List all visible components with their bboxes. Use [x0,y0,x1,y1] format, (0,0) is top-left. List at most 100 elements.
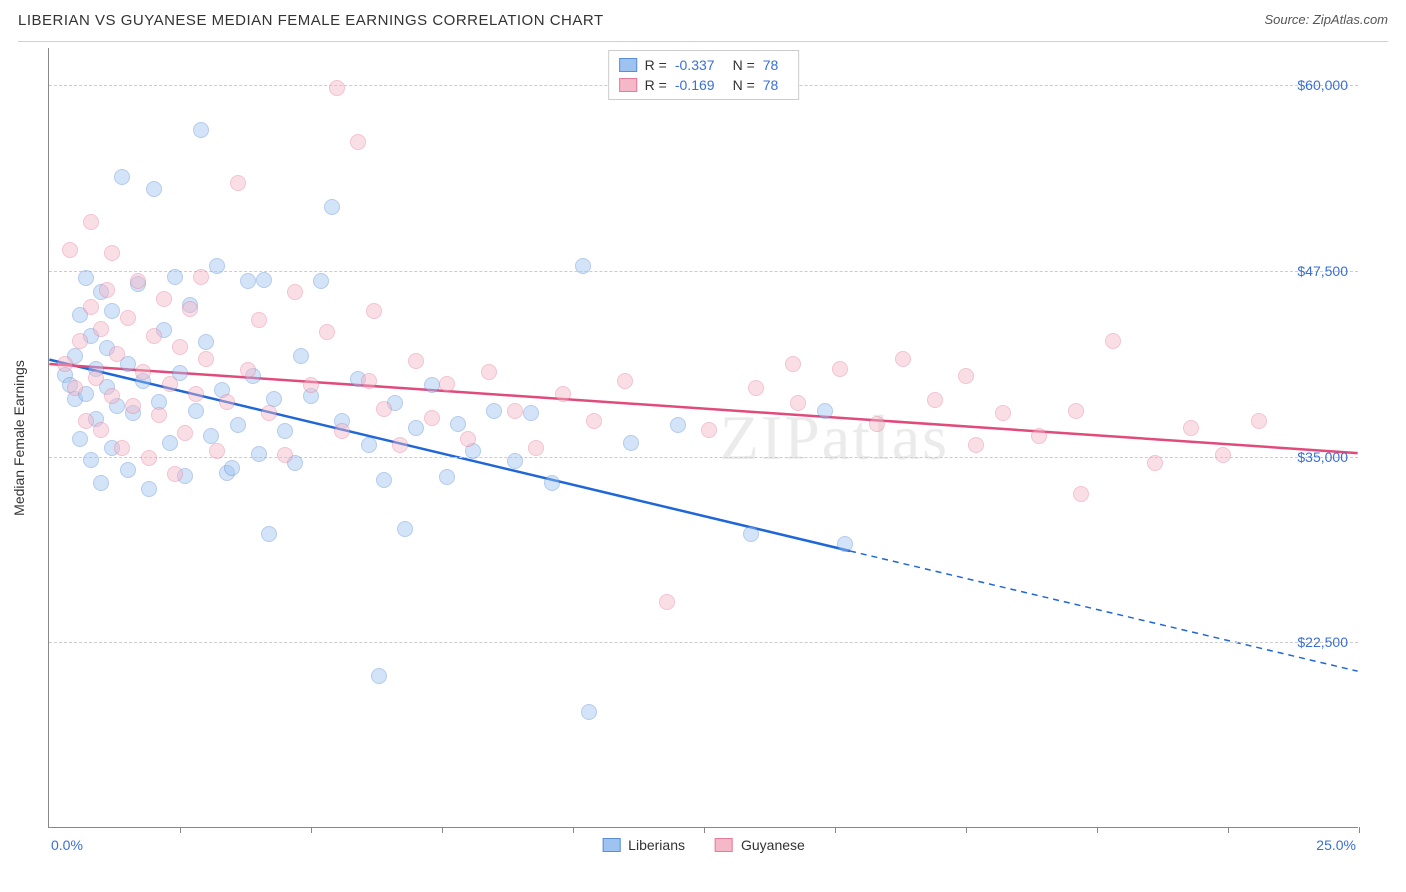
trend-lines [49,48,1358,827]
scatter-point [120,462,136,478]
scatter-point [1215,447,1231,463]
scatter-point [177,425,193,441]
scatter-point [83,452,99,468]
legend-swatch [619,58,637,72]
scatter-point [198,334,214,350]
scatter-point [188,386,204,402]
chart-title: LIBERIAN VS GUYANESE MEDIAN FEMALE EARNI… [18,12,604,29]
scatter-point [83,214,99,230]
scatter-point [104,388,120,404]
scatter-point [256,272,272,288]
scatter-point [57,356,73,372]
ytick-label: $35,000 [1297,449,1348,465]
scatter-point [167,466,183,482]
scatter-point [785,356,801,372]
scatter-point [408,420,424,436]
scatter-point [125,398,141,414]
scatter-point [376,401,392,417]
scatter-point [790,395,806,411]
scatter-point [927,392,943,408]
scatter-point [361,437,377,453]
scatter-point [544,475,560,491]
stats-row: R =-0.337N =78 [619,55,789,75]
scatter-point [832,361,848,377]
scatter-point [99,282,115,298]
watermark: ZIPatlas [720,401,949,475]
scatter-point [251,312,267,328]
scatter-point [1183,420,1199,436]
scatter-point [72,431,88,447]
scatter-point [1105,333,1121,349]
scatter-point [172,339,188,355]
xtick [835,827,836,833]
scatter-point [523,405,539,421]
scatter-point [837,536,853,552]
scatter-point [277,423,293,439]
xtick [442,827,443,833]
series-name: Liberians [628,837,685,853]
scatter-point [1073,486,1089,502]
scatter-point [240,362,256,378]
xtick [573,827,574,833]
scatter-point [209,258,225,274]
scatter-point [88,370,104,386]
legend-swatch [602,838,620,852]
n-value: 78 [763,77,779,93]
scatter-point [1147,455,1163,471]
scatter-point [748,380,764,396]
scatter-point [958,368,974,384]
scatter-point [135,364,151,380]
scatter-point [366,303,382,319]
scatter-point [146,181,162,197]
stats-row: R =-0.169N =78 [619,75,789,95]
n-label: N = [733,77,755,93]
scatter-point [460,431,476,447]
source-label: Source: ZipAtlas.com [1264,12,1388,27]
scatter-point [277,447,293,463]
stats-legend: R =-0.337N =78R =-0.169N =78 [608,50,800,100]
series-legend-item: Guyanese [715,837,805,853]
scatter-point [146,328,162,344]
xtick [311,827,312,833]
scatter-point [193,269,209,285]
ytick-label: $22,500 [1297,634,1348,650]
n-label: N = [733,57,755,73]
scatter-point [869,416,885,432]
scatter-point [701,422,717,438]
gridline [49,457,1358,458]
scatter-point [450,416,466,432]
scatter-point [109,346,125,362]
scatter-point [130,273,146,289]
scatter-point [528,440,544,456]
scatter-point [424,377,440,393]
scatter-point [581,704,597,720]
scatter-point [78,270,94,286]
scatter-point [623,435,639,451]
xtick [1097,827,1098,833]
scatter-point [376,472,392,488]
scatter-point [968,437,984,453]
scatter-point [209,443,225,459]
scatter-point [1031,428,1047,444]
scatter-point [188,403,204,419]
scatter-point [575,258,591,274]
scatter-point [392,437,408,453]
scatter-point [67,380,83,396]
scatter-point [219,394,235,410]
series-legend-item: Liberians [602,837,685,853]
scatter-point [293,348,309,364]
scatter-point [743,526,759,542]
scatter-point [193,122,209,138]
scatter-point [83,299,99,315]
scatter-point [162,376,178,392]
scatter-point [114,440,130,456]
scatter-point [141,450,157,466]
r-label: R = [645,77,667,93]
scatter-point [230,175,246,191]
xtick [966,827,967,833]
scatter-point [659,594,675,610]
scatter-point [240,273,256,289]
scatter-point [93,321,109,337]
scatter-point [439,469,455,485]
scatter-point [261,526,277,542]
